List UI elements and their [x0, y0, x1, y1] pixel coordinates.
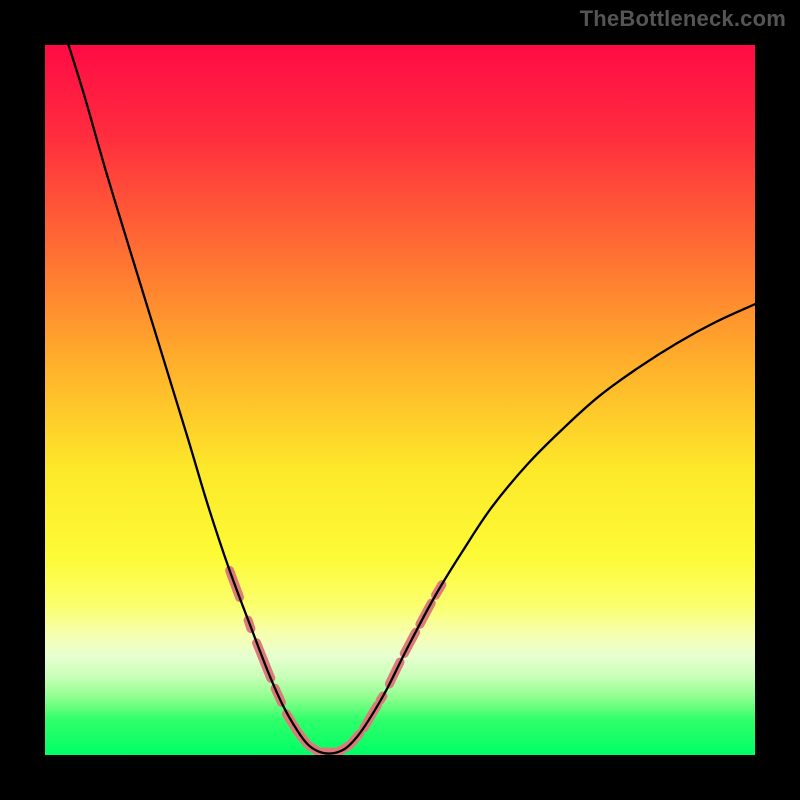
chart-svg	[45, 45, 755, 755]
gradient-background	[45, 45, 755, 755]
chart-frame: TheBottleneck.com	[0, 0, 800, 800]
watermark-text: TheBottleneck.com	[580, 6, 786, 32]
plot-area	[45, 45, 755, 755]
